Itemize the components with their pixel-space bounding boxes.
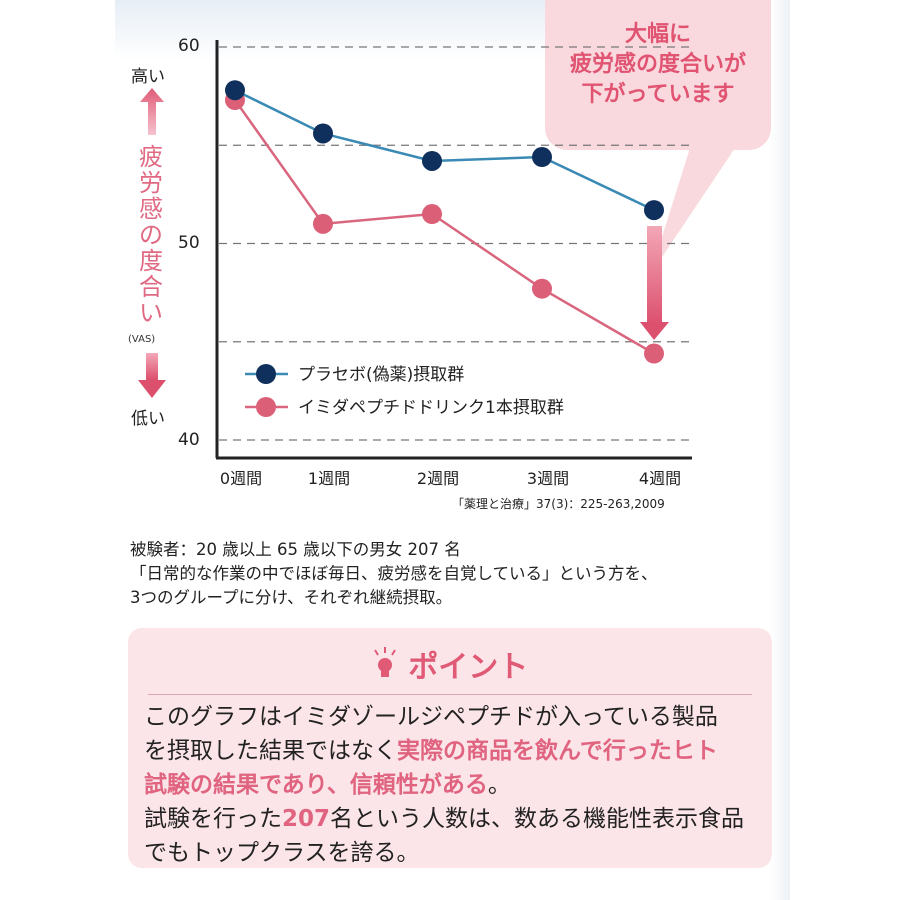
- y-tick-60: 60: [178, 36, 200, 56]
- legend-marker: [256, 364, 276, 384]
- point-line: を摂取した結果ではなく実際の商品を飲んで行ったヒト: [144, 734, 744, 768]
- legend-label: イミダペプチドドリンク1本摂取群: [298, 398, 564, 418]
- callout-line: 疲労感の度合いが: [569, 52, 746, 77]
- point-box: ポイント このグラフはイミダゾールジペプチドが入っている製品 を摂取した結果では…: [128, 628, 772, 868]
- x-tick-label: 1週間: [308, 469, 350, 488]
- point-line: 試験の結果であり、信頼性がある。: [144, 768, 744, 802]
- info-line: 3つのグループに分け、それぞれ継続摂取。: [130, 588, 453, 607]
- highlight-text: 実際の商品を飲んで行ったヒト: [397, 738, 718, 764]
- callout-bubble: 大幅に 疲労感の度合いが 下がっています: [545, 0, 771, 150]
- x-tick-label: 2週間: [417, 469, 459, 488]
- study-info: 被験者：20 歳以上 65 歳以下の男女 207 名 「日常的な作業の中でほぼ毎…: [130, 538, 658, 610]
- text: 名という人数は、数ある機能性表示食品: [330, 806, 745, 832]
- data-point: [644, 343, 664, 364]
- y-tick-50: 50: [178, 233, 200, 253]
- x-tick-label: 4週間: [639, 469, 681, 488]
- highlight-number: 207: [282, 806, 331, 832]
- data-point: [313, 213, 333, 234]
- y-tick-40: 40: [178, 430, 200, 450]
- background-side: [770, 0, 790, 900]
- y-low-label: 低い: [131, 409, 165, 429]
- divider: [148, 694, 752, 695]
- data-point: [225, 80, 245, 101]
- info-line: 被験者：20 歳以上 65 歳以下の男女 207 名: [130, 540, 461, 559]
- point-body: このグラフはイミダゾールジペプチドが入っている製品 を摂取した結果ではなく実際の…: [144, 700, 744, 870]
- high-arrow-icon: [140, 88, 164, 135]
- data-point: [532, 147, 552, 168]
- legend-marker: [256, 397, 276, 417]
- series-line: [233, 99, 655, 355]
- text: を摂取した結果ではなく: [144, 738, 397, 764]
- callout-line: 下がっています: [581, 82, 735, 107]
- point-line: 試験を行った207名という人数は、数ある機能性表示食品: [144, 802, 744, 836]
- reduction-arrow: [640, 226, 669, 340]
- text: 試験を行った: [144, 806, 282, 832]
- callout-line: 大幅に: [624, 22, 691, 47]
- text: 。: [487, 772, 511, 798]
- x-tick-label: 0週間: [220, 469, 262, 488]
- legend-label: プラセボ(偽薬)摂取群: [298, 365, 464, 385]
- low-arrow-icon: [138, 353, 166, 398]
- data-point: [644, 200, 664, 221]
- highlight-text: 試験の結果であり、信頼性がある: [144, 772, 488, 798]
- point-line: このグラフはイミダゾールジペプチドが入っている製品: [144, 704, 718, 730]
- lightbulb-icon: [373, 647, 396, 677]
- data-point: [422, 204, 442, 225]
- point-line: でもトップクラスを誇る。: [144, 840, 420, 866]
- y-axis-unit: (VAS): [128, 334, 156, 345]
- x-tick-label: 3週間: [527, 469, 569, 488]
- series-line: [234, 89, 655, 212]
- point-title: ポイント: [128, 642, 772, 686]
- info-line: 「日常的な作業の中でほぼ毎日、疲労感を自覚している」という方を、: [130, 564, 658, 583]
- y-axis-title: 疲労感の度合い: [139, 143, 163, 327]
- point-title-text: ポイント: [408, 650, 529, 685]
- source-citation: 「薬理と治療」37(3)：225-263,2009: [452, 497, 665, 511]
- data-point: [532, 278, 552, 299]
- y-high-label: 高い: [131, 67, 165, 87]
- data-point: [422, 150, 442, 171]
- data-point: [313, 123, 333, 144]
